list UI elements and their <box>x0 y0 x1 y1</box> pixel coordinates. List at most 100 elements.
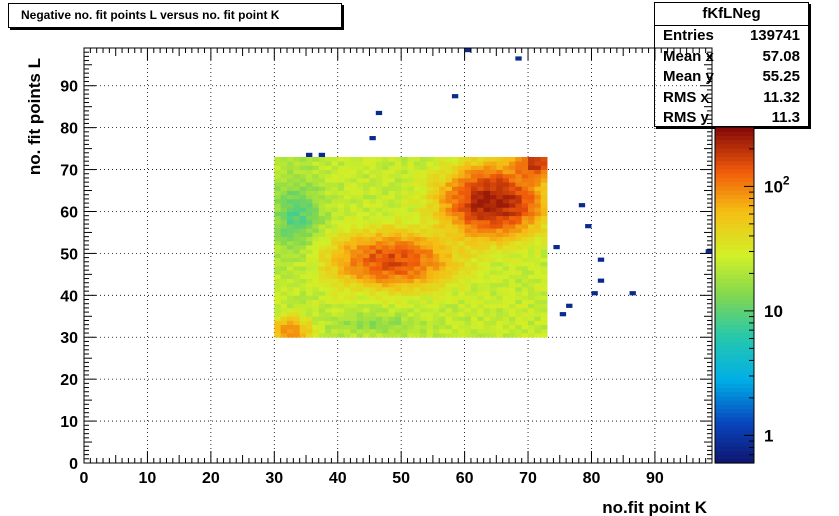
heatmap-cell <box>280 240 288 246</box>
heatmap-cell <box>331 182 339 187</box>
heatmap-cell <box>375 299 383 305</box>
heatmap-cell <box>496 324 504 330</box>
heatmap-cell <box>356 320 364 326</box>
heatmap-cell <box>293 240 301 246</box>
heatmap-cell <box>286 156 294 162</box>
heatmap-cell <box>375 207 383 212</box>
heatmap-cell <box>388 303 396 309</box>
colorbar-band <box>715 206 754 212</box>
heatmap-cell <box>312 203 320 208</box>
heatmap-cell <box>350 295 358 300</box>
heatmap-cell <box>483 307 491 313</box>
heatmap-cell <box>413 165 421 170</box>
heatmap-cell <box>426 299 434 305</box>
heatmap-cell <box>420 312 427 317</box>
heatmap-cell <box>515 203 523 208</box>
heatmap-cell <box>375 282 383 288</box>
heatmap-cell <box>515 249 523 254</box>
heatmap-cell <box>401 303 408 309</box>
heatmap-cell <box>540 228 548 233</box>
heatmap-cell <box>470 253 478 258</box>
heatmap-cell <box>470 232 478 238</box>
heatmap-cell <box>388 215 396 221</box>
heatmap-cell <box>451 198 459 204</box>
heatmap-cell <box>356 328 364 334</box>
heatmap-cell <box>477 215 485 221</box>
colorbar-band <box>715 164 754 170</box>
heatmap-cell <box>382 228 389 233</box>
heatmap-cell <box>274 156 282 162</box>
stats-row-rms-x: RMS x 11.32 <box>655 88 808 109</box>
heatmap-cell <box>496 257 504 263</box>
heatmap-cell <box>274 295 282 300</box>
heatmap-cell <box>483 169 491 175</box>
heatmap-cell <box>401 224 408 229</box>
heatmap-cell <box>325 219 332 225</box>
heatmap-cell <box>496 307 504 313</box>
heatmap-cell <box>496 156 504 162</box>
heatmap-cell <box>312 303 320 309</box>
heatmap-cell <box>274 215 282 221</box>
x-tick-label: 90 <box>646 470 664 487</box>
colorbar-band <box>715 299 754 304</box>
heatmap-cell <box>344 278 351 284</box>
heatmap-cell <box>388 265 396 271</box>
heatmap-cell <box>388 203 396 208</box>
heatmap-cell <box>312 228 320 233</box>
heatmap-cell <box>286 270 294 275</box>
heatmap-cell <box>528 261 535 267</box>
heatmap-cell <box>280 320 288 326</box>
heatmap-cell <box>451 295 459 300</box>
heatmap-cell <box>489 295 497 300</box>
heatmap-cell <box>515 198 523 204</box>
heatmap-cell <box>413 224 421 229</box>
heatmap-cell <box>521 261 529 267</box>
heatmap-cell <box>375 278 383 284</box>
heatmap-cell <box>477 291 485 296</box>
heatmap-cell <box>394 333 402 338</box>
heatmap-cell <box>528 173 535 179</box>
heatmap-cell <box>458 194 466 200</box>
heatmap-cell <box>382 198 389 204</box>
heatmap-cell <box>496 320 504 326</box>
heatmap-cell <box>293 282 301 288</box>
heatmap-cell <box>318 320 326 326</box>
heatmap-cell <box>413 194 421 200</box>
heatmap-cell <box>420 320 427 326</box>
heatmap-cell <box>369 299 377 305</box>
heatmap-cell <box>496 198 504 204</box>
heatmap-cell <box>293 333 301 338</box>
heatmap-cell <box>306 211 313 217</box>
heatmap-cell <box>509 257 516 263</box>
heatmap-cell <box>293 182 301 187</box>
heatmap-cell <box>312 169 320 175</box>
heatmap-cell <box>534 177 542 183</box>
heatmap-cell <box>394 194 402 200</box>
heatmap-cell <box>337 190 345 196</box>
heatmap-cell <box>299 190 307 196</box>
heatmap-cell <box>356 232 364 238</box>
heatmap-cell <box>426 161 434 166</box>
heatmap-cell <box>534 316 542 321</box>
heatmap-cell <box>528 219 535 225</box>
heatmap-cell <box>325 249 332 254</box>
heatmap-cell <box>420 328 427 334</box>
heatmap-cell <box>369 295 377 300</box>
data-point <box>566 303 573 308</box>
heatmap-cell <box>521 265 529 271</box>
heatmap-cell <box>432 173 440 179</box>
heatmap-cell <box>515 186 523 191</box>
heatmap-cell <box>344 211 351 217</box>
heatmap-cell <box>337 282 345 288</box>
colorbar-band <box>715 127 754 132</box>
colorbar-band <box>715 362 754 367</box>
heatmap-cell <box>464 236 472 242</box>
heatmap-cell <box>483 173 491 179</box>
heatmap-cell <box>464 286 472 292</box>
colorbar-band <box>715 181 754 187</box>
data-point <box>705 249 712 254</box>
heatmap-cell <box>458 161 466 166</box>
heatmap-cell <box>407 186 415 191</box>
heatmap-cell <box>432 198 440 204</box>
